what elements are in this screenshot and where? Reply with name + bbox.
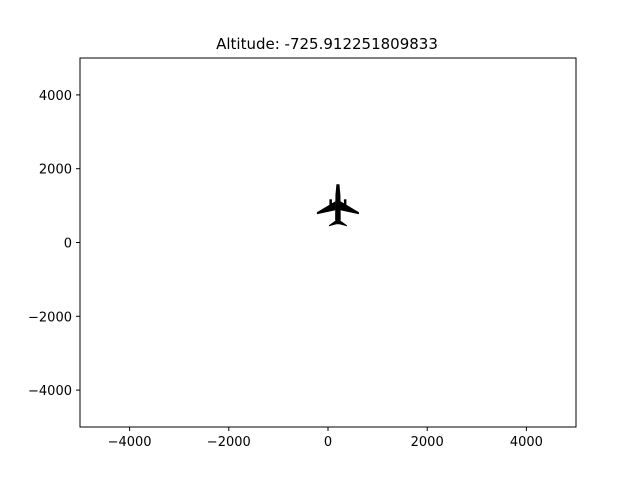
- y-tick-label: 4000: [39, 89, 72, 104]
- y-axis: −4000 −2000 0 2000 4000: [28, 89, 80, 399]
- y-tick-label: −2000: [28, 310, 72, 325]
- y-tick-label: 2000: [39, 163, 72, 178]
- plot-area-frame: [79, 57, 577, 428]
- y-tick-label: −4000: [28, 384, 72, 399]
- plot-marks: [316, 184, 359, 227]
- y-tick-label: 0: [64, 237, 72, 252]
- airplane-icon: [316, 184, 359, 227]
- x-tick-label: 4000: [510, 435, 543, 450]
- x-tick-label: 0: [324, 435, 332, 450]
- x-tick-label: 2000: [411, 435, 444, 450]
- x-tick-label: −4000: [108, 435, 152, 450]
- x-tick-label: −2000: [207, 435, 251, 450]
- chart-title: Altitude: -725.912251809833: [216, 35, 438, 53]
- x-axis: −4000 −2000 0 2000 4000: [108, 427, 543, 450]
